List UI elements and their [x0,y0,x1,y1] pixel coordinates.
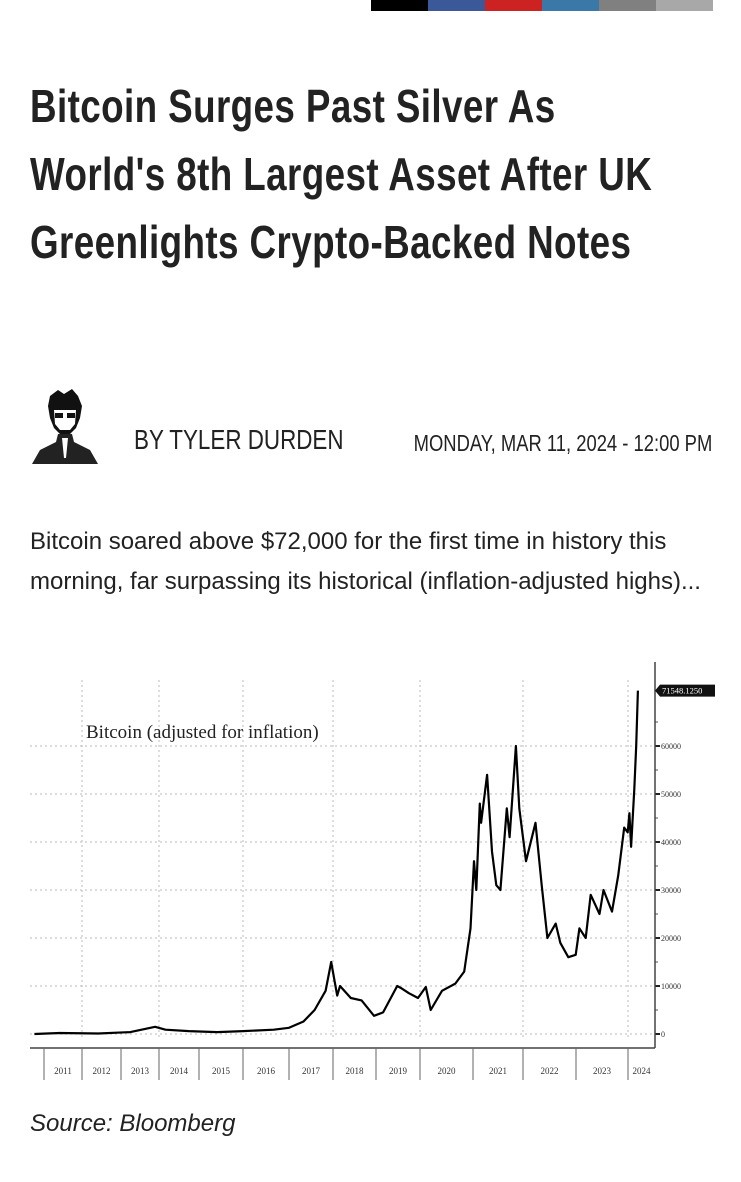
article-lede: Bitcoin soared above $72,000 for the fir… [30,528,701,595]
x-tick-label: 2012 [93,1066,111,1076]
publish-date: MONDAY, MAR 11, 2024 - 12:00 PM [413,430,712,456]
x-tick-label: 2014 [170,1066,189,1076]
x-tick-label: 2017 [302,1066,321,1076]
y-tick-label: 30000 [661,886,681,895]
x-tick-label: 2021 [489,1066,507,1076]
bitcoin-chart: 0 10000 20000 30000 40000 50000 60000 2011 2012 2… [30,662,715,1080]
x-tick-label: 2018 [346,1066,365,1076]
share-button-2[interactable] [485,0,542,11]
y-tick-label: 50000 [661,790,681,799]
share-button-3[interactable] [542,0,599,11]
share-button-0[interactable] [371,0,428,11]
author-byline[interactable]: BY TYLER DURDEN [134,424,344,455]
x-tick-label: 2023 [593,1066,612,1076]
x-tick-label: 2015 [212,1066,231,1076]
y-tick-label: 40000 [661,838,681,847]
y-tick-label: 60000 [661,742,681,751]
chart-title: Bitcoin (adjusted for inflation) [86,722,319,743]
last-value-label: 71548.1250 [662,686,702,696]
y-tick-label: 10000 [661,982,681,991]
x-tick-label: 2022 [541,1066,559,1076]
article-title: Bitcoin Surges Past Silver As World's 8t… [30,80,653,268]
last-value-badge [655,684,715,697]
author-avatar [32,389,98,464]
y-tick-label: 20000 [661,934,681,943]
bitcoin-price-line [34,690,639,1036]
x-tick-label: 2016 [257,1066,276,1076]
y-tick-label: 0 [661,1030,665,1039]
x-tick-label: 2013 [131,1066,150,1076]
share-button-4[interactable] [599,0,656,11]
x-tick-label: 2019 [389,1066,408,1076]
share-bar [371,0,713,11]
chart-source: Source: Bloomberg [30,1110,236,1137]
x-tick-label: 2011 [54,1066,72,1076]
x-tick-label: 2024 [633,1066,652,1076]
x-tick-label: 2020 [438,1066,457,1076]
share-button-5[interactable] [656,0,713,11]
share-button-1[interactable] [428,0,485,11]
